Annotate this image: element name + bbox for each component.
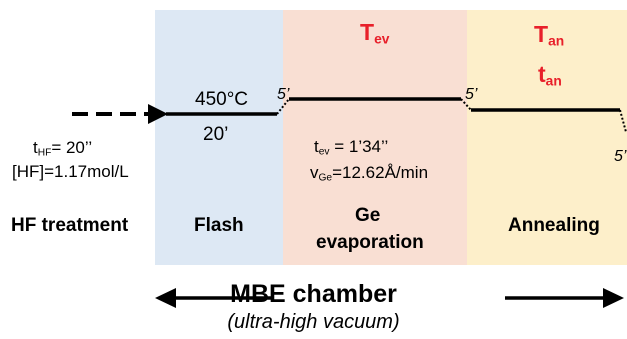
ramp3-time: 5’ <box>614 148 627 165</box>
hf-arrow-head <box>148 104 168 124</box>
ge-rate: vGe=12.62Å/min <box>310 163 429 184</box>
hf-time: tHF= 20’’ <box>33 138 93 159</box>
annealing-panel <box>467 10 627 265</box>
chamber-label: MBE chamber <box>230 280 397 308</box>
chamber-arrow-left-head <box>155 288 176 308</box>
evaporation-label-line2: evaporation <box>316 232 424 253</box>
ramp-up <box>276 98 290 115</box>
flash-temperature: 450°C <box>195 89 249 110</box>
evaporation-panel <box>283 10 467 265</box>
annealing-time: tan <box>538 61 562 89</box>
ramp2-time: 5’ <box>465 86 478 103</box>
hf-treatment-label: HF treatment <box>11 215 129 236</box>
annealing-temperature: Tan <box>534 21 565 49</box>
flash-time: 20’ <box>203 124 229 145</box>
ramp-down <box>619 109 627 133</box>
evaporation-time: tev = 1’34’’ <box>314 137 389 158</box>
annealing-label: Annealing <box>508 215 600 236</box>
chamber-sublabel: (ultra-high vacuum) <box>227 311 400 333</box>
ramp-mid <box>460 98 472 111</box>
chamber-arrow-right-head <box>603 288 624 308</box>
ramp1-time: 5’ <box>277 86 290 103</box>
flash-label: Flash <box>194 215 244 236</box>
evaporation-label-line1: Ge <box>355 205 381 226</box>
flash-panel <box>155 10 283 265</box>
hf-concentration: [HF]=1.17mol/L <box>12 162 129 181</box>
evaporation-temperature: Tev <box>360 19 390 47</box>
